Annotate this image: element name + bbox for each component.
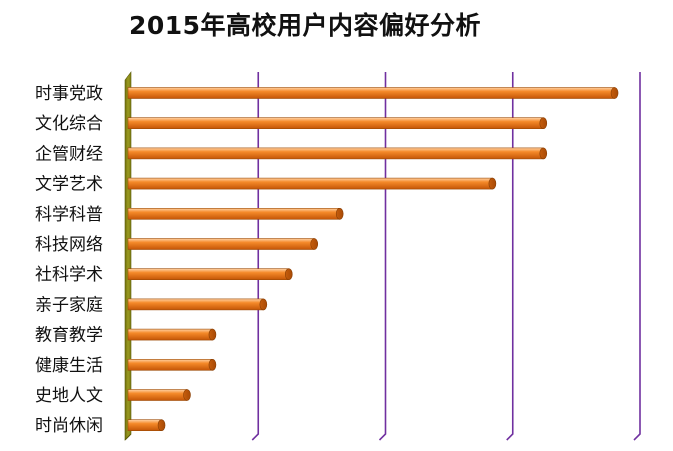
- bar: [127, 87, 619, 99]
- bar-body: [127, 328, 213, 341]
- chart-title: 2015年高校用户内容偏好分析: [128, 11, 482, 40]
- gridline: [506, 72, 514, 441]
- bar: [127, 419, 166, 432]
- bar-body: [127, 238, 315, 250]
- category-labels: 时事党政文化综合企管财经文学艺术科学科普科技网络社科学术亲子家庭教育教学健康生活…: [35, 84, 103, 436]
- bar: [127, 298, 268, 311]
- bar-end-cap: [539, 147, 548, 160]
- bar: [127, 358, 217, 371]
- bar-end-cap: [335, 208, 344, 220]
- category-label: 亲子家庭: [35, 295, 103, 315]
- category-label: 文学艺术: [35, 175, 103, 195]
- bar-body: [127, 268, 290, 281]
- bars: [127, 87, 619, 432]
- category-label: 健康生活: [35, 356, 103, 376]
- category-label: 社科学术: [35, 265, 103, 285]
- bar-end-cap: [310, 238, 319, 250]
- bar-body: [127, 177, 493, 190]
- gridline: [378, 72, 387, 441]
- axis-wall-floor: [124, 433, 132, 441]
- bar-body: [127, 389, 188, 401]
- bar-end-cap: [157, 419, 166, 432]
- bar-body: [127, 358, 213, 371]
- bar-body: [127, 117, 544, 129]
- gridline: [633, 72, 641, 441]
- bar: [127, 117, 548, 129]
- bar: [127, 389, 191, 401]
- bar-body: [127, 147, 544, 160]
- category-label: 科技网络: [35, 235, 103, 255]
- bar: [127, 208, 344, 220]
- bar: [127, 268, 293, 281]
- category-label: 时尚休闲: [35, 416, 103, 436]
- bar: [127, 177, 497, 190]
- bar-body: [127, 419, 162, 432]
- bar-end-cap: [610, 87, 619, 99]
- category-label: 时事党政: [35, 84, 103, 104]
- bar-end-cap: [183, 389, 191, 401]
- bar: [127, 328, 217, 341]
- gridline: [251, 72, 260, 441]
- category-label: 企管财经: [35, 144, 103, 164]
- bar-end-cap: [539, 117, 548, 129]
- bar: [127, 147, 548, 160]
- category-label: 科学科普: [35, 205, 103, 225]
- bar-end-cap: [284, 268, 293, 281]
- category-label: 文化综合: [35, 114, 103, 134]
- bar-body: [127, 298, 264, 311]
- gridlines: [251, 72, 641, 441]
- bar: [127, 238, 319, 250]
- bar-end-cap: [488, 177, 497, 190]
- bar-end-cap: [208, 358, 217, 371]
- bar-body: [127, 87, 615, 99]
- bar-end-cap: [208, 328, 217, 341]
- bar-body: [127, 208, 340, 220]
- category-label: 教育教学: [35, 326, 103, 346]
- category-label: 史地人文: [35, 386, 103, 406]
- bar-end-cap: [259, 298, 268, 311]
- axis-wall: [124, 71, 132, 441]
